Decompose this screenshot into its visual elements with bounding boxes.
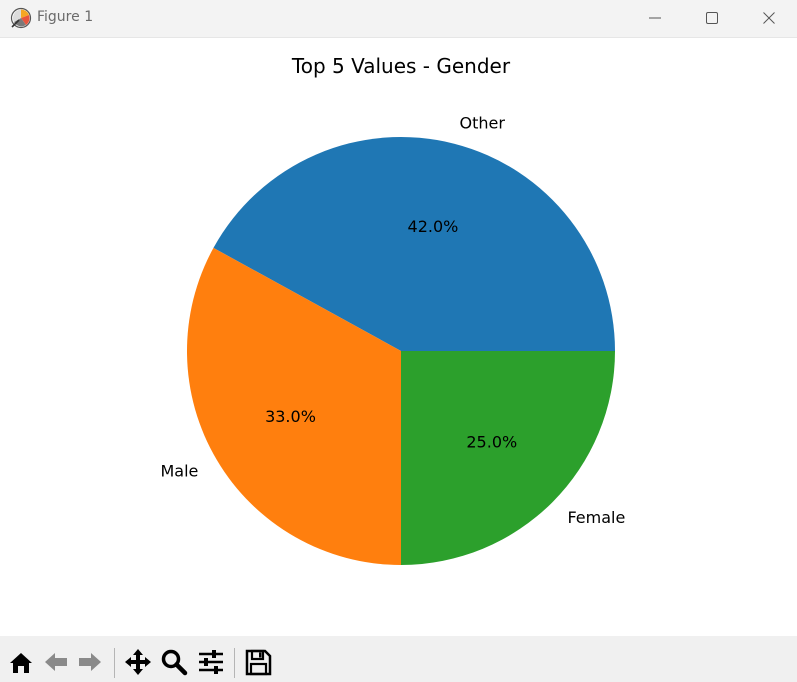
chart-title: Top 5 Values - Gender <box>291 54 511 78</box>
pan-icon <box>125 649 151 675</box>
slice-label-male: Male <box>160 461 198 480</box>
back-button[interactable] <box>42 648 72 678</box>
pie-labels: Other 42.0% Male 33.0% Female 25.0% <box>160 113 625 526</box>
pan-button[interactable] <box>124 648 154 678</box>
pie-slices <box>187 136 615 565</box>
close-button[interactable] <box>741 0 797 37</box>
maximize-button[interactable] <box>684 0 740 37</box>
forward-button[interactable] <box>76 648 106 678</box>
save-icon <box>245 649 272 676</box>
pie-chart: Top 5 Values - Gender Other 42.0% Male 33.0… <box>160 54 625 565</box>
window-title: Figure 1 <box>37 9 94 25</box>
navigation-toolbar <box>0 636 797 682</box>
back-arrow-icon <box>45 653 67 671</box>
slice-label-other: Other <box>460 113 506 132</box>
save-button[interactable] <box>244 648 274 678</box>
forward-arrow-icon <box>79 653 101 671</box>
slice-label-female: Female <box>567 508 625 527</box>
zoom-icon <box>161 649 188 676</box>
toolbar-separator <box>234 648 235 678</box>
home-button[interactable] <box>7 648 37 678</box>
minimize-button[interactable] <box>627 0 683 37</box>
minimize-icon <box>649 17 661 19</box>
slice-percent-other: 42.0% <box>408 217 459 236</box>
matplotlib-figure-icon <box>10 7 32 29</box>
title-bar: Figure 1 <box>0 0 797 38</box>
maximize-icon <box>706 12 718 24</box>
slice-percent-female: 25.0% <box>466 432 517 451</box>
slice-percent-male: 33.0% <box>265 407 316 426</box>
close-icon <box>763 12 775 24</box>
toolbar-separator <box>114 648 115 678</box>
pie-slice-female <box>401 351 615 565</box>
zoom-button[interactable] <box>160 648 190 678</box>
home-icon <box>10 653 32 673</box>
configure-subplots-icon <box>199 650 223 674</box>
figure-canvas[interactable]: Top 5 Values - Gender Other 42.0% Male 33.0… <box>0 38 797 636</box>
pie-slice-other <box>213 136 615 351</box>
configure-subplots-button[interactable] <box>197 648 227 678</box>
pie-slice-male <box>187 247 401 565</box>
